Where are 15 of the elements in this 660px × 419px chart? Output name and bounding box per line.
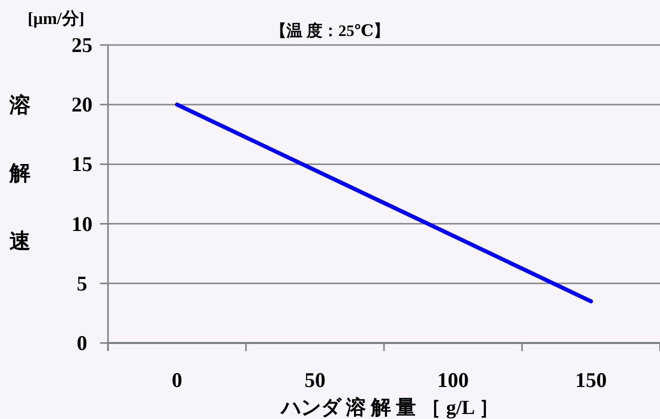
y-tick-label: 20 (72, 92, 92, 117)
x-axis-title: ハンダ 溶 解 量 ［ g/L ］ (279, 396, 499, 419)
line-series (175, 102, 593, 304)
y-tick-label: 10 (72, 212, 92, 236)
x-tick-label: 0 (172, 368, 182, 392)
chart-title: 【温 度：25℃】 (270, 21, 390, 40)
y-tick-label: 15 (72, 152, 92, 176)
x-tick-label: 100 (437, 368, 469, 392)
x-tick-label: 50 (304, 368, 326, 392)
y-tick-label: 0 (76, 331, 88, 355)
x-tick-label: 150 (575, 368, 607, 392)
y-tick-label: 25 (72, 33, 92, 57)
text: [μm/分] (28, 9, 84, 28)
text: 溶解速 (10, 93, 30, 253)
y-tick-label: 5 (76, 271, 88, 296)
